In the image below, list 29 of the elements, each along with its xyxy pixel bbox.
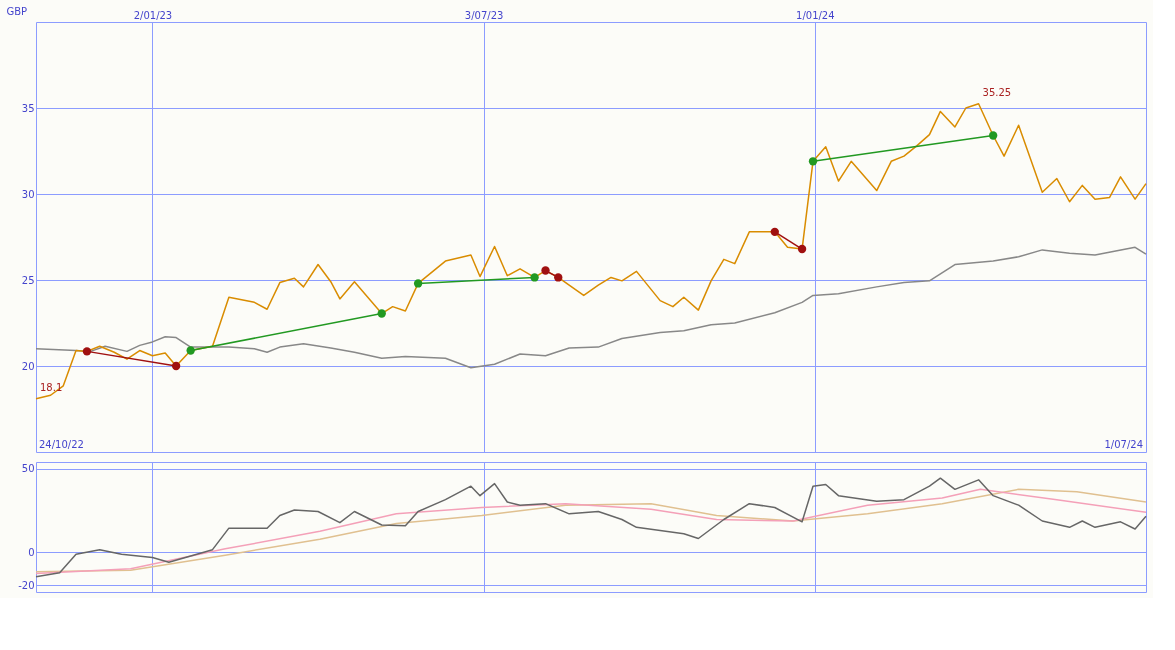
y-tick-label: 25 xyxy=(21,274,35,286)
point xyxy=(413,279,423,288)
point xyxy=(770,227,779,237)
point xyxy=(541,266,550,275)
point xyxy=(797,244,807,254)
point xyxy=(171,361,181,371)
y-tick-label: 20 xyxy=(21,360,35,372)
annotation: 1/07/24 xyxy=(1104,439,1143,450)
point xyxy=(377,309,386,318)
y-tick-label: 50 xyxy=(21,463,35,475)
line-series xyxy=(35,246,1147,369)
y-tick-label: 0 xyxy=(28,546,35,558)
x-tick-label: 2/01/23 xyxy=(133,9,173,21)
annotation: 35.25 xyxy=(982,86,1012,98)
point xyxy=(988,131,998,140)
point xyxy=(82,347,92,356)
point xyxy=(530,273,539,282)
point xyxy=(554,273,563,282)
annotation: 24/10/22 xyxy=(39,439,84,450)
x-tick-label: 1/01/24 xyxy=(796,9,835,21)
annotation: 18.1 xyxy=(40,381,63,393)
y-tick-label: 35 xyxy=(21,102,35,114)
line-series xyxy=(35,102,1147,400)
point xyxy=(808,157,818,166)
y-tick-label: -20 xyxy=(18,579,35,591)
x-tick-label: 3/07/23 xyxy=(464,9,504,21)
y-axis-title: GBP xyxy=(6,5,28,17)
y-tick-label: 30 xyxy=(21,188,35,200)
point xyxy=(186,346,195,355)
